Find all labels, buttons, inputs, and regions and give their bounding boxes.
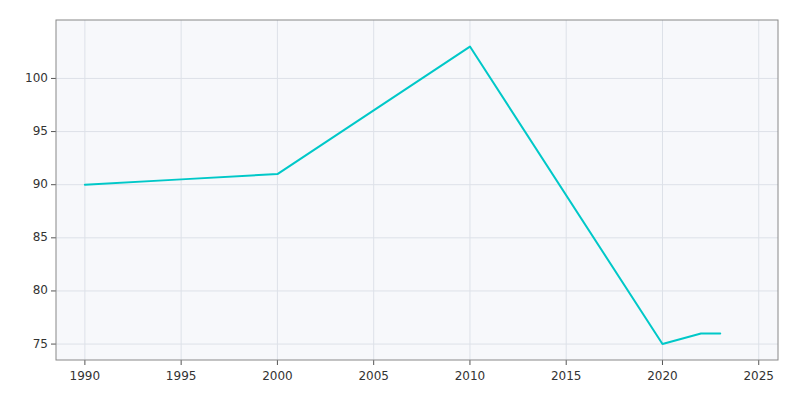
grid: [56, 20, 778, 360]
data-layer: [85, 47, 720, 345]
x-tick-label: 2025: [743, 369, 774, 383]
x-tick-label: 2020: [647, 369, 678, 383]
y-tick-label: 100: [25, 71, 48, 85]
chart-container: 75 80 85 90 95 100 1990 1995 2000 2005 2010 2015 202…: [0, 0, 800, 400]
x-grid-line: [662, 20, 663, 360]
y-tick-mark: [51, 290, 56, 291]
x-grid-line: [277, 20, 278, 360]
data-line: [85, 47, 720, 345]
x-tick-label: 2015: [551, 369, 582, 383]
y-grid-line: [56, 290, 778, 291]
x-tick-label: 2000: [262, 369, 293, 383]
x-tick-label: 2010: [455, 369, 486, 383]
y-grid-line: [56, 78, 778, 79]
x-grid-line: [373, 20, 374, 360]
x-grid-line: [84, 20, 85, 360]
y-tick-label: 85: [33, 230, 48, 244]
y-tick-mark: [51, 237, 56, 238]
x-tick-label: 1990: [70, 369, 101, 383]
y-tick-label: 75: [33, 337, 48, 351]
y-grid-line: [56, 237, 778, 238]
y-tick-label: 90: [33, 177, 48, 191]
y-tick-label: 80: [33, 283, 48, 297]
x-grid-line: [181, 20, 182, 360]
x-tick-mark: [277, 360, 278, 365]
y-tick-mark: [51, 344, 56, 345]
x-tick-mark: [469, 360, 470, 365]
x-tick-mark: [84, 360, 85, 365]
x-tick-mark: [662, 360, 663, 365]
x-grid-line: [566, 20, 567, 360]
x-tick-mark: [758, 360, 759, 365]
y-grid-line: [56, 131, 778, 132]
x-grid-line: [758, 20, 759, 360]
y-tick-mark: [51, 131, 56, 132]
y-tick-label: 95: [33, 124, 48, 138]
y-grid-line: [56, 184, 778, 185]
axes: 75 80 85 90 95 100 1990 1995 2000 2005 2010 2015 202…: [25, 71, 774, 383]
chart-svg: 75 80 85 90 95 100 1990 1995 2000 2005 2010 2015 202…: [0, 0, 800, 400]
plot-frame: [56, 20, 778, 360]
x-tick-mark: [181, 360, 182, 365]
x-tick-mark: [566, 360, 567, 365]
y-grid-line: [56, 344, 778, 345]
y-tick-mark: [51, 184, 56, 185]
y-tick-mark: [51, 78, 56, 79]
x-tick-mark: [373, 360, 374, 365]
x-tick-label: 2005: [358, 369, 389, 383]
x-tick-label: 1995: [166, 369, 197, 383]
plot-background: [56, 20, 778, 360]
x-grid-line: [469, 20, 470, 360]
